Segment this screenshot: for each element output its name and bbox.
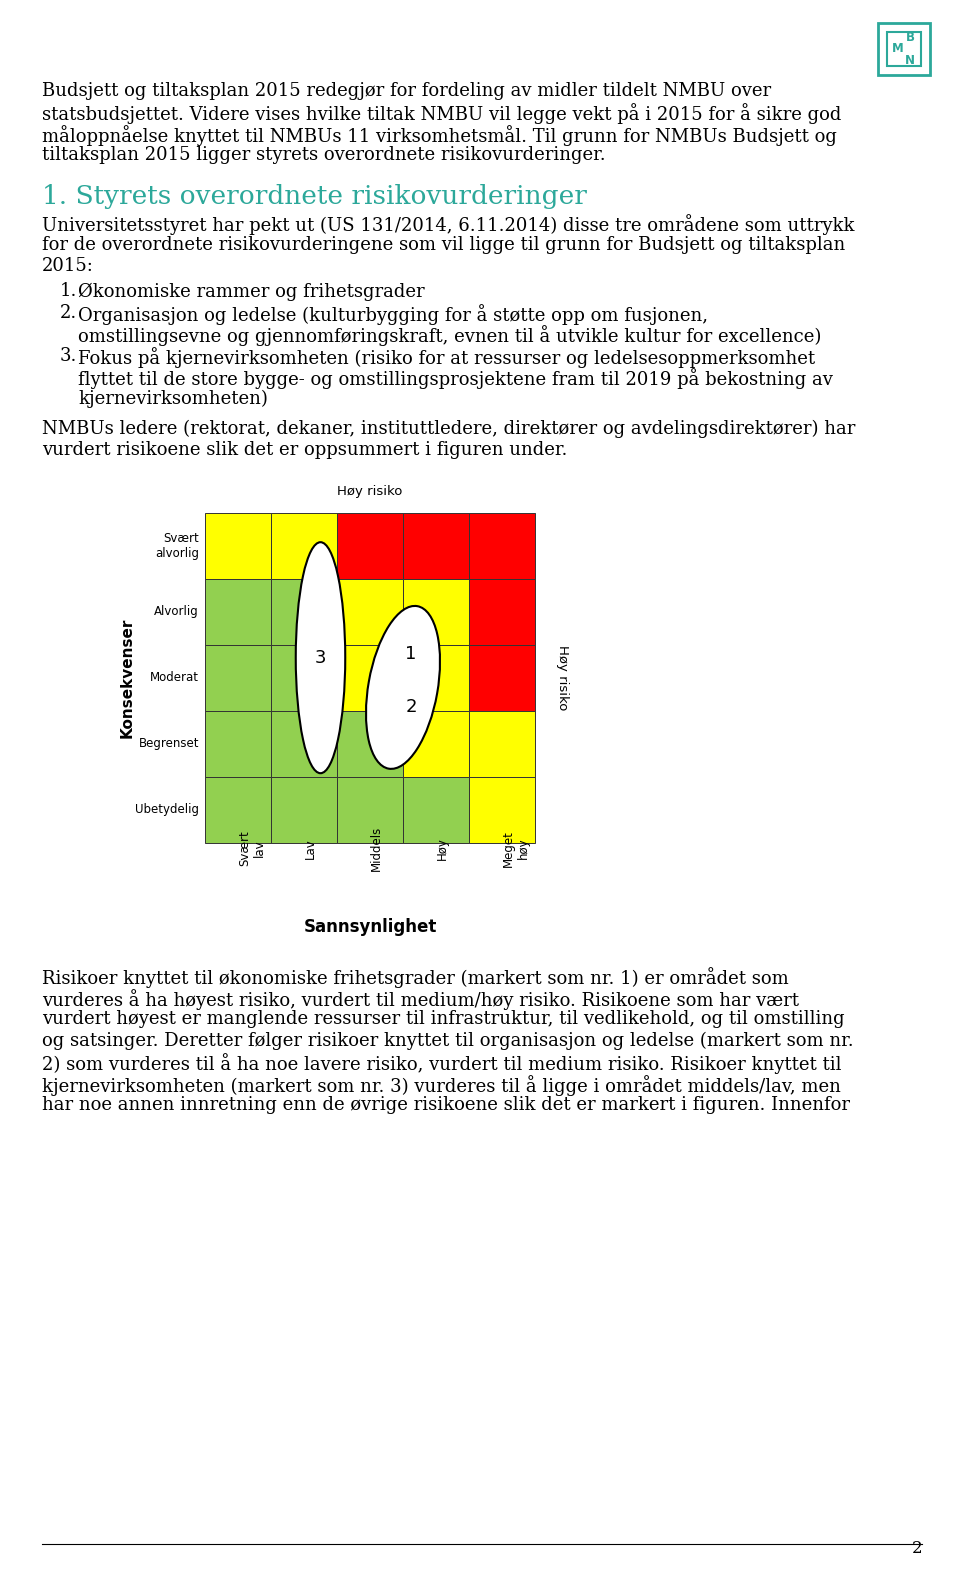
- Text: har noe annen innretning enn de øvrige risikoene slik det er markert i figuren. : har noe annen innretning enn de øvrige r…: [42, 1096, 850, 1115]
- Text: tiltaksplan 2015 ligger styrets overordnete risikovurderinger.: tiltaksplan 2015 ligger styrets overordn…: [42, 147, 606, 164]
- Bar: [469, 644, 535, 711]
- Text: Begrenset: Begrenset: [138, 737, 199, 750]
- Bar: [337, 644, 403, 711]
- Text: N: N: [905, 54, 915, 66]
- Bar: [271, 711, 337, 777]
- Text: Svært
alvorlig: Svært alvorlig: [155, 532, 199, 559]
- Bar: [469, 578, 535, 644]
- Bar: [205, 644, 271, 711]
- Text: Alvorlig: Alvorlig: [155, 605, 199, 617]
- Text: vurderes å ha høyest risiko, vurdert til medium/høy risiko. Risikoene som har væ: vurderes å ha høyest risiko, vurdert til…: [42, 988, 799, 1011]
- Text: B: B: [905, 32, 915, 44]
- Bar: [205, 777, 271, 843]
- Bar: [271, 644, 337, 711]
- Bar: [403, 711, 469, 777]
- Bar: [205, 513, 271, 578]
- Text: flyttet til de store bygge- og omstillingsprosjektene fram til 2019 på bekostnin: flyttet til de store bygge- og omstillin…: [78, 368, 833, 390]
- Bar: [271, 777, 337, 843]
- Text: Moderat: Moderat: [150, 671, 199, 684]
- Bar: [271, 513, 337, 578]
- Text: 2.: 2.: [60, 305, 77, 322]
- Text: vurdert risikoene slik det er oppsummert i figuren under.: vurdert risikoene slik det er oppsummert…: [42, 441, 567, 459]
- Text: statsbudsjettet. Videre vises hvilke tiltak NMBU vil legge vekt på i 2015 for å : statsbudsjettet. Videre vises hvilke til…: [42, 104, 841, 125]
- Text: 3.: 3.: [60, 347, 78, 365]
- Text: Ubetydelig: Ubetydelig: [135, 804, 199, 816]
- Text: kjernevirksomheten (markert som nr. 3) vurderes til å ligge i området middels/la: kjernevirksomheten (markert som nr. 3) v…: [42, 1075, 841, 1096]
- Text: Fokus på kjernevirksomheten (risiko for at ressurser og ledelsesoppmerksomhet: Fokus på kjernevirksomheten (risiko for …: [78, 347, 815, 368]
- Text: 1.: 1.: [60, 283, 78, 300]
- Text: 1: 1: [405, 646, 417, 663]
- Text: Svært
lav: Svært lav: [238, 831, 266, 867]
- Text: Risikoer knyttet til økonomiske frihetsgrader (markert som nr. 1) er området som: Risikoer knyttet til økonomiske frihetsg…: [42, 968, 789, 988]
- Text: måloppnåelse knyttet til NMBUs 11 virksomhetsmål. Til grunn for NMBUs Budsjett o: måloppnåelse knyttet til NMBUs 11 virkso…: [42, 125, 837, 145]
- Bar: [205, 578, 271, 644]
- Text: Lav: Lav: [304, 838, 317, 859]
- Text: NMBUs ledere (rektorat, dekaner, instituttledere, direktører og avdelingsdirektø: NMBUs ledere (rektorat, dekaner, institu…: [42, 420, 855, 437]
- Bar: [887, 32, 921, 66]
- Text: 2: 2: [405, 698, 417, 717]
- Text: M: M: [892, 43, 903, 55]
- Text: Økonomiske rammer og frihetsgrader: Økonomiske rammer og frihetsgrader: [78, 283, 424, 300]
- Ellipse shape: [366, 606, 440, 769]
- Text: vurdert høyest er manglende ressurser til infrastruktur, til vedlikehold, og til: vurdert høyest er manglende ressurser ti…: [42, 1011, 845, 1028]
- Bar: [469, 711, 535, 777]
- Bar: [271, 578, 337, 644]
- Bar: [403, 777, 469, 843]
- Text: Meget
høy: Meget høy: [502, 831, 530, 867]
- Bar: [337, 711, 403, 777]
- Bar: [337, 777, 403, 843]
- Bar: [403, 578, 469, 644]
- Text: Høy: Høy: [436, 837, 449, 861]
- Text: Høy risiko: Høy risiko: [337, 485, 402, 499]
- Bar: [469, 513, 535, 578]
- Text: 2015:: 2015:: [42, 257, 94, 275]
- Text: 2: 2: [911, 1540, 922, 1557]
- Ellipse shape: [296, 542, 346, 774]
- Bar: [403, 644, 469, 711]
- Text: Universitetsstyret har pekt ut (US 131/2014, 6.11.2014) disse tre områdene som u: Universitetsstyret har pekt ut (US 131/2…: [42, 215, 854, 235]
- Bar: [337, 578, 403, 644]
- Text: 3: 3: [315, 649, 326, 666]
- Bar: [337, 513, 403, 578]
- Bar: [469, 777, 535, 843]
- Text: 2) som vurderes til å ha noe lavere risiko, vurdert til medium risiko. Risikoer : 2) som vurderes til å ha noe lavere risi…: [42, 1053, 842, 1074]
- Bar: [205, 711, 271, 777]
- Text: 1. Styrets overordnete risikovurderinger: 1. Styrets overordnete risikovurderinger: [42, 185, 587, 208]
- Text: Budsjett og tiltaksplan 2015 redegjør for fordeling av midler tildelt NMBU over: Budsjett og tiltaksplan 2015 redegjør fo…: [42, 82, 771, 99]
- Text: Konsekvenser: Konsekvenser: [119, 617, 134, 737]
- Text: Høy risiko: Høy risiko: [557, 644, 569, 711]
- Text: omstillingsevne og gjennomføringskraft, evnen til å utvikle kultur for excellenc: omstillingsevne og gjennomføringskraft, …: [78, 325, 822, 346]
- Bar: [878, 24, 930, 74]
- Text: Sannsynlighet: Sannsynlighet: [303, 917, 437, 935]
- Text: Organisasjon og ledelse (kulturbygging for å støtte opp om fusjonen,: Organisasjon og ledelse (kulturbygging f…: [78, 305, 708, 325]
- Text: Middels: Middels: [370, 826, 383, 872]
- Text: for de overordnete risikovurderingene som vil ligge til grunn for Budsjett og ti: for de overordnete risikovurderingene so…: [42, 235, 845, 254]
- Text: og satsinger. Deretter følger risikoer knyttet til organisasjon og ledelse (mark: og satsinger. Deretter følger risikoer k…: [42, 1033, 853, 1050]
- Text: kjernevirksomheten): kjernevirksomheten): [78, 390, 268, 409]
- Bar: [403, 513, 469, 578]
